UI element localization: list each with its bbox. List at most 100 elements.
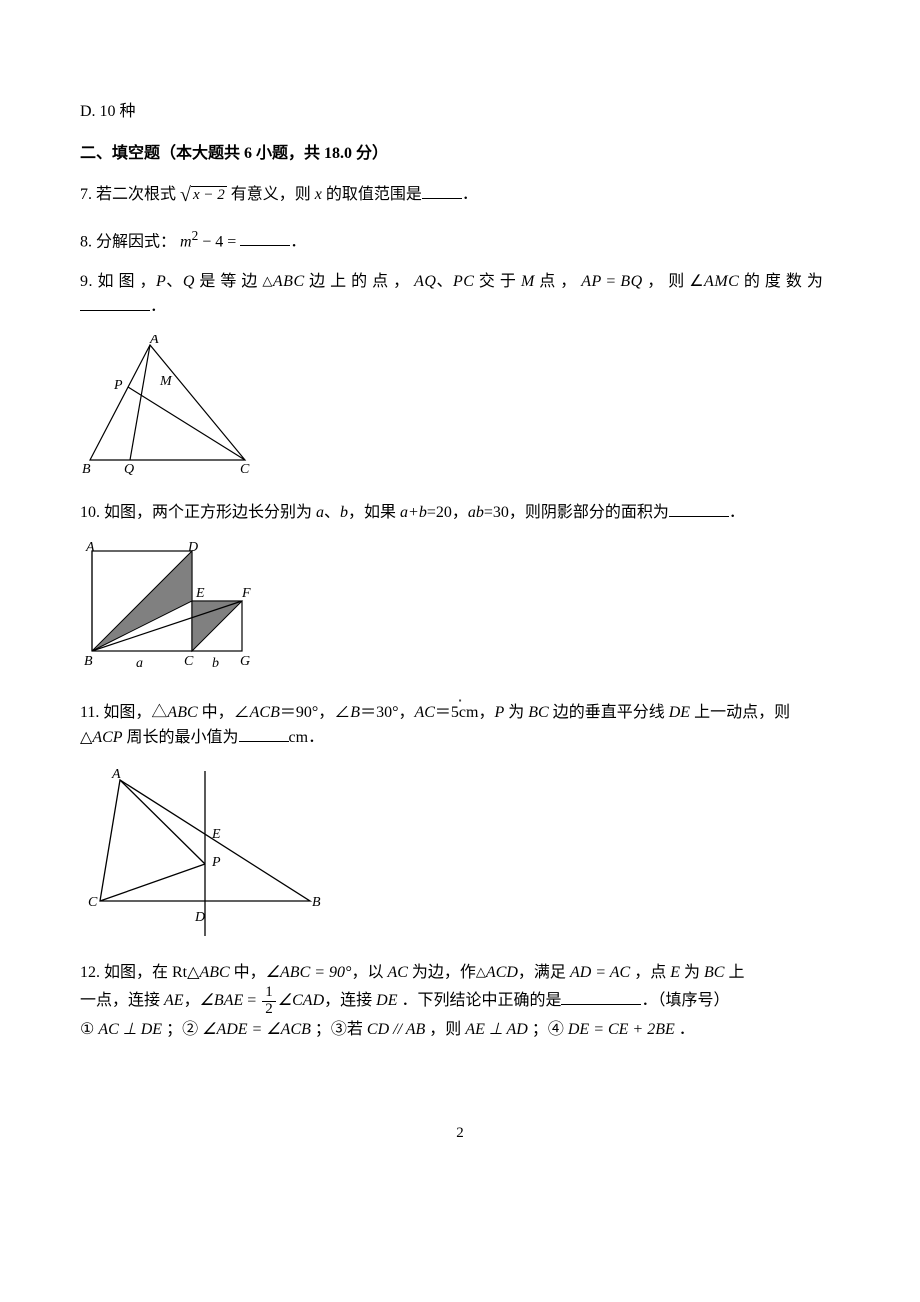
q9-figure: A B C Q P M — [80, 335, 840, 488]
q12-t12: ．下列结论中正确的是 — [397, 992, 561, 1009]
radical-icon: √ — [180, 184, 191, 206]
q11-B: B — [350, 704, 360, 721]
q12-o1: ① — [80, 1021, 98, 1038]
angle-icon: ∠ — [689, 273, 704, 290]
q12-t1: 如图，在 Rt△ — [100, 964, 199, 981]
q12-ABC: ABC — [199, 964, 229, 981]
q8-pre: 分解因式： — [92, 233, 176, 250]
q12-c3a: CD // AB — [367, 1021, 425, 1038]
q12-DE2: DE — [376, 992, 397, 1009]
q12-t6: ，点 — [630, 964, 670, 981]
q11-t7: 周长的最小值为 — [123, 729, 239, 746]
q11-blank[interactable] — [239, 725, 289, 742]
q9-PC: PC — [453, 273, 474, 290]
q12-o3b: ，则 — [425, 1021, 465, 1038]
q11-num: 11. — [80, 704, 99, 721]
q12-blank[interactable] — [561, 988, 641, 1005]
q8-num: 8. — [80, 233, 92, 250]
page-number-value: 2 — [456, 1125, 464, 1141]
svg-text:B: B — [312, 895, 321, 910]
q10-num: 10. — [80, 504, 100, 521]
q9-t7: 的 度 数 为 — [739, 273, 823, 290]
q11-svg: A C B D E P — [80, 766, 330, 941]
q11-t4: 边的垂直平分线 — [549, 704, 669, 721]
q12-t3: ，以 — [351, 964, 387, 981]
svg-text:B: B — [82, 462, 91, 477]
q9-BQ: BQ — [620, 273, 642, 290]
q9-svg: A B C Q P M — [80, 335, 270, 480]
q10-s1: 、 — [324, 504, 340, 521]
q7-mid: 有意义，则 — [231, 186, 315, 203]
q12-ang1: ∠ABC = 90° — [266, 964, 352, 981]
q7-pre: 若二次根式 — [92, 186, 176, 203]
q12-t8: 上 — [724, 964, 744, 981]
q11-BC: BC — [528, 704, 548, 721]
svg-text:D: D — [194, 910, 205, 925]
q9-t4: 交 于 — [474, 273, 521, 290]
svg-text:F: F — [241, 586, 251, 601]
q12-eq: = — [243, 992, 260, 1009]
q11-eq90: ＝90°，∠ — [280, 704, 350, 721]
q12-t4: 为边，作 — [408, 964, 476, 981]
q11-DE: DE — [669, 704, 690, 721]
section-2-header-text: 二、填空题（本大题共 6 小题，共 18.0 分） — [80, 145, 388, 162]
q12-CAD: ∠CAD — [278, 992, 324, 1009]
svg-text:E: E — [195, 586, 205, 601]
q11-ACB: ACB — [250, 704, 280, 721]
q9-AMC: AMC — [704, 273, 739, 290]
q9-t3: 边 上 的 点 ， — [305, 273, 415, 290]
q9-t1: 如 图 ， — [93, 273, 156, 290]
q7-post: 的取值范围是 — [322, 186, 422, 203]
question-9: 9. 如 图 ，P、Q 是 等 边 △ABC 边 上 的 点 ， AQ、PC 交… — [80, 270, 840, 319]
svg-text:P: P — [113, 378, 123, 393]
svg-text:G: G — [240, 654, 250, 669]
q8-blank[interactable] — [240, 229, 290, 246]
q11-eq5: ＝5cm， — [435, 704, 495, 721]
q9-P: P — [156, 273, 166, 290]
question-10: 10. 如图，两个正方形边长分别为 a、b，如果 a+b=20，ab=30，则阴… — [80, 500, 840, 525]
q7-blank[interactable] — [422, 182, 462, 199]
q9-eq: = — [602, 273, 621, 290]
q7-tail: ． — [462, 186, 478, 203]
q11-AC: AC — [414, 704, 434, 721]
q12-o2: ② — [182, 1021, 202, 1038]
q12-t2: 中， — [230, 964, 266, 981]
q8-m: m — [180, 233, 192, 250]
question-12: 12. 如图，在 Rt△ABC 中，∠ABC = 90°，以 AC 为边，作△A… — [80, 961, 840, 1042]
q9-blank[interactable] — [80, 294, 150, 311]
q11-unit: cm． — [289, 729, 325, 746]
q12-BC: BC — [704, 964, 724, 981]
svg-text:Q: Q — [124, 462, 134, 477]
q12-BAE: ∠BAE — [200, 992, 244, 1009]
q10-b: b — [340, 504, 348, 521]
q9-Q: Q — [183, 273, 195, 290]
option-d-text: D. 10 种 — [80, 103, 136, 120]
q10-tail: ． — [729, 504, 745, 521]
question-8: 8. 分解因式： m2 − 4 = ． — [80, 226, 840, 254]
dot-icon: ▪ — [459, 695, 462, 707]
q7-sqrt: √x − 2 — [180, 180, 227, 210]
q12-num: 12. — [80, 964, 100, 981]
q10-figure: A D B C E F G a b — [80, 541, 840, 689]
q12-AE: AE — [164, 992, 184, 1009]
q9-s2: 、 — [436, 273, 453, 290]
q7-var-x: x — [315, 186, 322, 203]
svg-text:E: E — [211, 827, 221, 842]
svg-text:a: a — [136, 656, 143, 671]
svg-text:D: D — [187, 541, 198, 555]
q9-M: M — [521, 273, 535, 290]
q12-s1: ； — [162, 1021, 182, 1038]
q9-AQ: AQ — [414, 273, 436, 290]
q11-ACP: ACP — [92, 729, 122, 746]
svg-text:A: A — [85, 541, 95, 555]
q12-o3: ；③若 — [311, 1021, 367, 1038]
q9-AP: AP — [581, 273, 602, 290]
q8-rest: − 4 = — [198, 233, 236, 250]
q11-figure: A C B D E P — [80, 766, 840, 949]
q11-ABC: ABC — [167, 704, 197, 721]
q11-t3: 为 — [504, 704, 528, 721]
q9-s1: 、 — [166, 273, 183, 290]
svg-text:b: b — [212, 656, 219, 671]
q10-blank[interactable] — [669, 500, 729, 517]
q7-num: 7. — [80, 186, 92, 203]
